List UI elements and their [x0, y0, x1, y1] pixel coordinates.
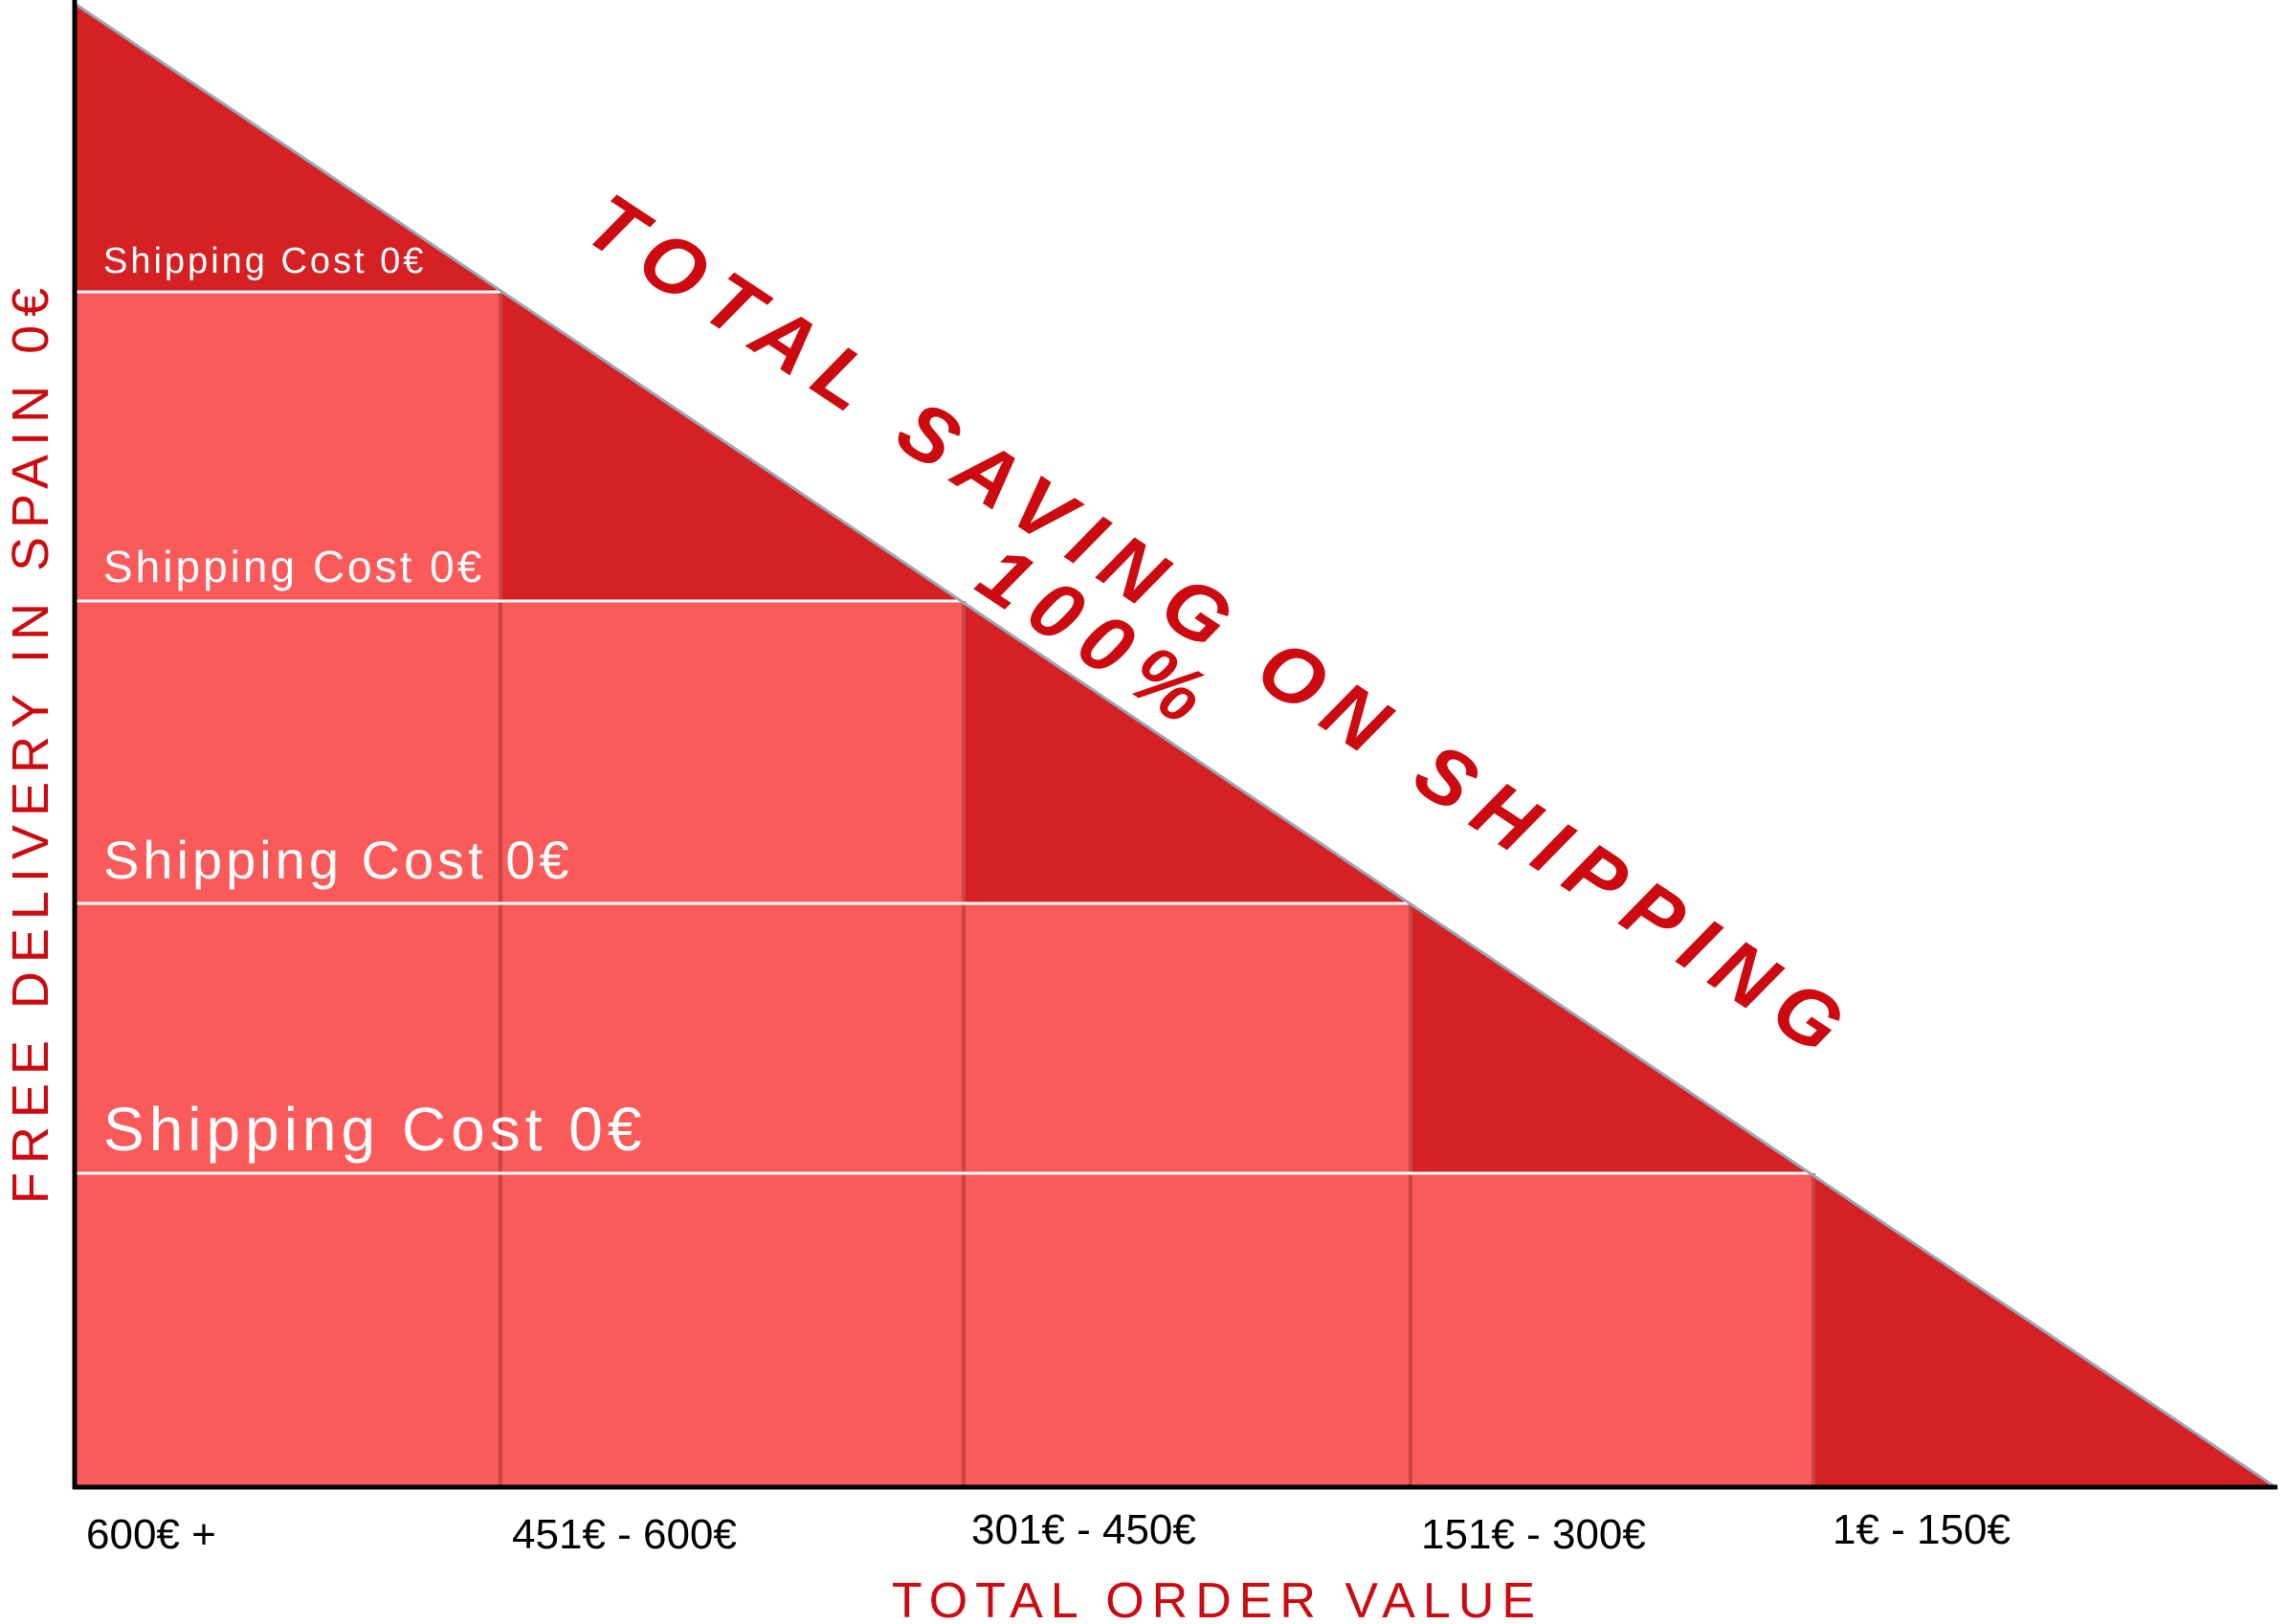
- x-tick-label: 301€ - 450€: [971, 1506, 1196, 1553]
- x-tick-label: 600€ +: [86, 1511, 216, 1558]
- x-tick-labels: 600€ + 451€ - 600€ 301€ - 450€ 151€ - 30…: [86, 1506, 2011, 1558]
- x-tick-label: 151€ - 300€: [1421, 1511, 1646, 1558]
- shipping-cost-staircase: [77, 292, 1813, 1485]
- tier-label-bottom: Shipping Cost 0€: [103, 1095, 646, 1164]
- tier-labels: Shipping Cost 0€ Shipping Cost 0€ Shippi…: [103, 241, 646, 1164]
- tier-label-third: Shipping Cost 0€: [103, 830, 573, 890]
- x-axis-title: TOTAL ORDER VALUE: [892, 1573, 1543, 1624]
- tier-label-second: Shipping Cost 0€: [103, 542, 484, 591]
- y-axis-title: FREE DELIVERY IN SPAIN 0€: [2, 279, 59, 1204]
- tier-label-top: Shipping Cost 0€: [103, 241, 426, 281]
- x-tick-label: 451€ - 600€: [512, 1511, 737, 1558]
- column-dividers: [499, 292, 1815, 1485]
- tier-lines: [77, 290, 1813, 1175]
- x-tick-label: 1€ - 150€: [1833, 1506, 2011, 1553]
- hypotenuse-edge: [76, 3, 2274, 1487]
